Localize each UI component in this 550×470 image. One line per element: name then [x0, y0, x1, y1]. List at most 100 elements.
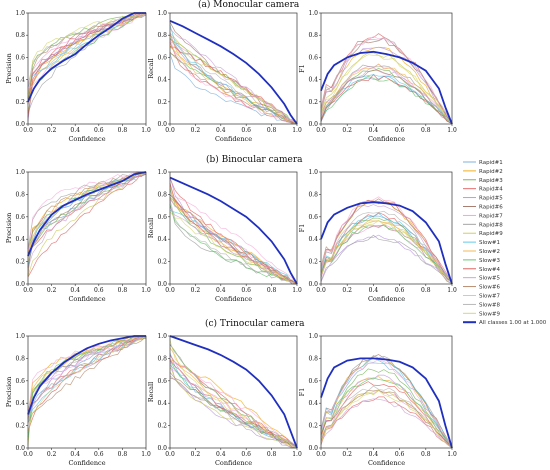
class-curve-Rapid#7: [169, 367, 298, 449]
class-curve-Rapid#9: [169, 197, 298, 284]
chart-panel-2-2: 0.00.0 0.2 0.2 0.4 0.4 0.6 0.6 0.8 0.8 1.0 1.0 Conf…: [147, 169, 302, 303]
class-curve-Slow#8: [27, 335, 147, 424]
class-curve-Slow#6: [169, 372, 298, 447]
series-line-all-classes: [320, 357, 453, 449]
plot-frame: [27, 12, 147, 125]
x-tick-label: 0.4: [70, 451, 80, 458]
x-tick-label: 0.0: [23, 451, 33, 458]
plot-frame: [27, 335, 147, 449]
series-line-all-classes: [169, 19, 298, 125]
plot-frame: [27, 171, 147, 285]
class-curve-Rapid#8: [169, 203, 298, 285]
class-curve-Rapid#8: [320, 355, 453, 449]
y-axis-label: Recall: [147, 218, 155, 238]
y-tick-label: 0.8: [308, 355, 318, 362]
y-tick-label: 0.6: [157, 54, 167, 61]
y-tick-label: 0.2: [15, 423, 25, 430]
x-tick-label: 0.0: [23, 127, 33, 134]
y-tick-label: 0.0: [157, 121, 167, 128]
row-title-trinocular: (c) Trinocular camera: [205, 319, 305, 329]
y-tick-label: 1.0: [157, 169, 167, 176]
class-curve-Slow#8: [27, 12, 147, 88]
class-curve-Slow#8: [320, 385, 453, 449]
y-tick-label: 0.2: [157, 423, 167, 430]
legend-label: Slow#5: [479, 276, 500, 282]
x-axis-label: Confidence: [368, 459, 405, 467]
class-curve-Slow#1: [27, 13, 147, 87]
class-curve-Slow#6: [169, 51, 298, 123]
class-curve-Slow#4: [169, 183, 298, 285]
y-tick-label: 0.4: [157, 400, 167, 407]
y-tick-label: 0.2: [308, 99, 318, 106]
x-tick-label: 0.4: [216, 287, 226, 294]
class-curve-Slow#8: [320, 36, 453, 125]
class-curve-Slow#4: [320, 74, 453, 125]
y-tick-label: 0.0: [15, 281, 25, 288]
class-curve-Slow#1: [320, 74, 453, 124]
x-tick-label: 0.2: [191, 127, 201, 134]
class-curve-Slow#7: [169, 359, 298, 447]
class-curve-Slow#3: [320, 76, 453, 124]
x-tick-label: 0.8: [118, 451, 128, 458]
x-tick-label: 0.6: [241, 451, 251, 458]
x-tick-label: 0.2: [191, 451, 201, 458]
y-tick-label: 1.0: [308, 10, 318, 17]
class-curve-Slow#7: [169, 196, 298, 285]
class-curve-Rapid#9: [169, 366, 297, 449]
chart-panel-3-3: 0.00.0 0.2 0.2 0.4 0.4 0.6 0.6 0.8 0.8 1.0 1.0 Conf…: [298, 333, 457, 467]
y-tick-label: 0.6: [308, 214, 318, 221]
y-tick-label: 0.8: [157, 32, 167, 39]
x-axis-label: Confidence: [215, 295, 252, 303]
class-curve-Slow#9: [27, 12, 147, 99]
y-tick-label: 0.8: [15, 191, 25, 198]
class-curve-Slow#2: [320, 220, 453, 285]
x-tick-label: 0.6: [241, 287, 251, 294]
class-curve-Rapid#8: [169, 343, 298, 449]
class-curve-Rapid#5: [320, 234, 453, 283]
x-tick-label: 0.2: [342, 451, 352, 458]
x-tick-label: 0.8: [421, 287, 431, 294]
x-tick-label: 0.6: [94, 287, 104, 294]
series-line-all-classes: [27, 335, 146, 415]
class-curve-Slow#6: [27, 335, 147, 424]
y-tick-label: 0.2: [15, 99, 25, 106]
series-line-all-classes: [27, 12, 146, 103]
class-curve-Slow#9: [320, 390, 453, 449]
x-tick-label: 0.0: [316, 451, 326, 458]
y-tick-label: 0.6: [157, 378, 167, 385]
legend-label: Slow#6: [479, 285, 500, 291]
class-curve-Slow#3: [320, 377, 453, 447]
legend-label: Slow#3: [479, 258, 500, 264]
legend-label: All classes 1.00 at 1.000: [479, 320, 547, 326]
x-axis-label: Confidence: [368, 135, 405, 143]
class-curve-Slow#5: [320, 398, 453, 449]
class-curve-Rapid#4: [169, 178, 298, 285]
legend-label: Slow#9: [479, 311, 500, 317]
legend-label: Rapid#7: [479, 213, 503, 219]
series-line-all-classes: [169, 176, 298, 285]
class-curve-Slow#9: [320, 220, 453, 284]
class-curve-Slow#9: [320, 54, 453, 123]
class-curve-Slow#7: [320, 359, 453, 449]
class-curve-Slow#6: [320, 389, 453, 449]
plot-frame: [320, 335, 453, 449]
x-tick-label: 0.4: [369, 287, 379, 294]
chart-panel-2-1: 0.00.0 0.2 0.2 0.4 0.4 0.6 0.6 0.8 0.8 1.0 1.0 Conf…: [5, 169, 151, 303]
class-curve-Rapid#3: [320, 68, 453, 125]
y-tick-label: 0.2: [308, 423, 318, 430]
x-tick-label: 0.2: [342, 127, 352, 134]
class-curve-Slow#9: [169, 211, 298, 285]
y-tick-label: 1.0: [308, 333, 318, 340]
x-tick-label: 0.0: [165, 287, 175, 294]
y-axis-label: Precision: [5, 53, 13, 84]
y-tick-label: 0.0: [308, 121, 318, 128]
x-tick-label: 0.2: [47, 127, 57, 134]
row-title-monocular: (a) Monocular camera: [198, 0, 300, 10]
y-tick-label: 0.0: [157, 445, 167, 452]
y-tick-label: 0.8: [157, 355, 167, 362]
class-curve-Slow#1: [320, 212, 453, 285]
class-curve-Rapid#9: [320, 52, 453, 123]
x-tick-label: 1.0: [292, 127, 302, 134]
x-tick-label: 1.0: [447, 127, 457, 134]
